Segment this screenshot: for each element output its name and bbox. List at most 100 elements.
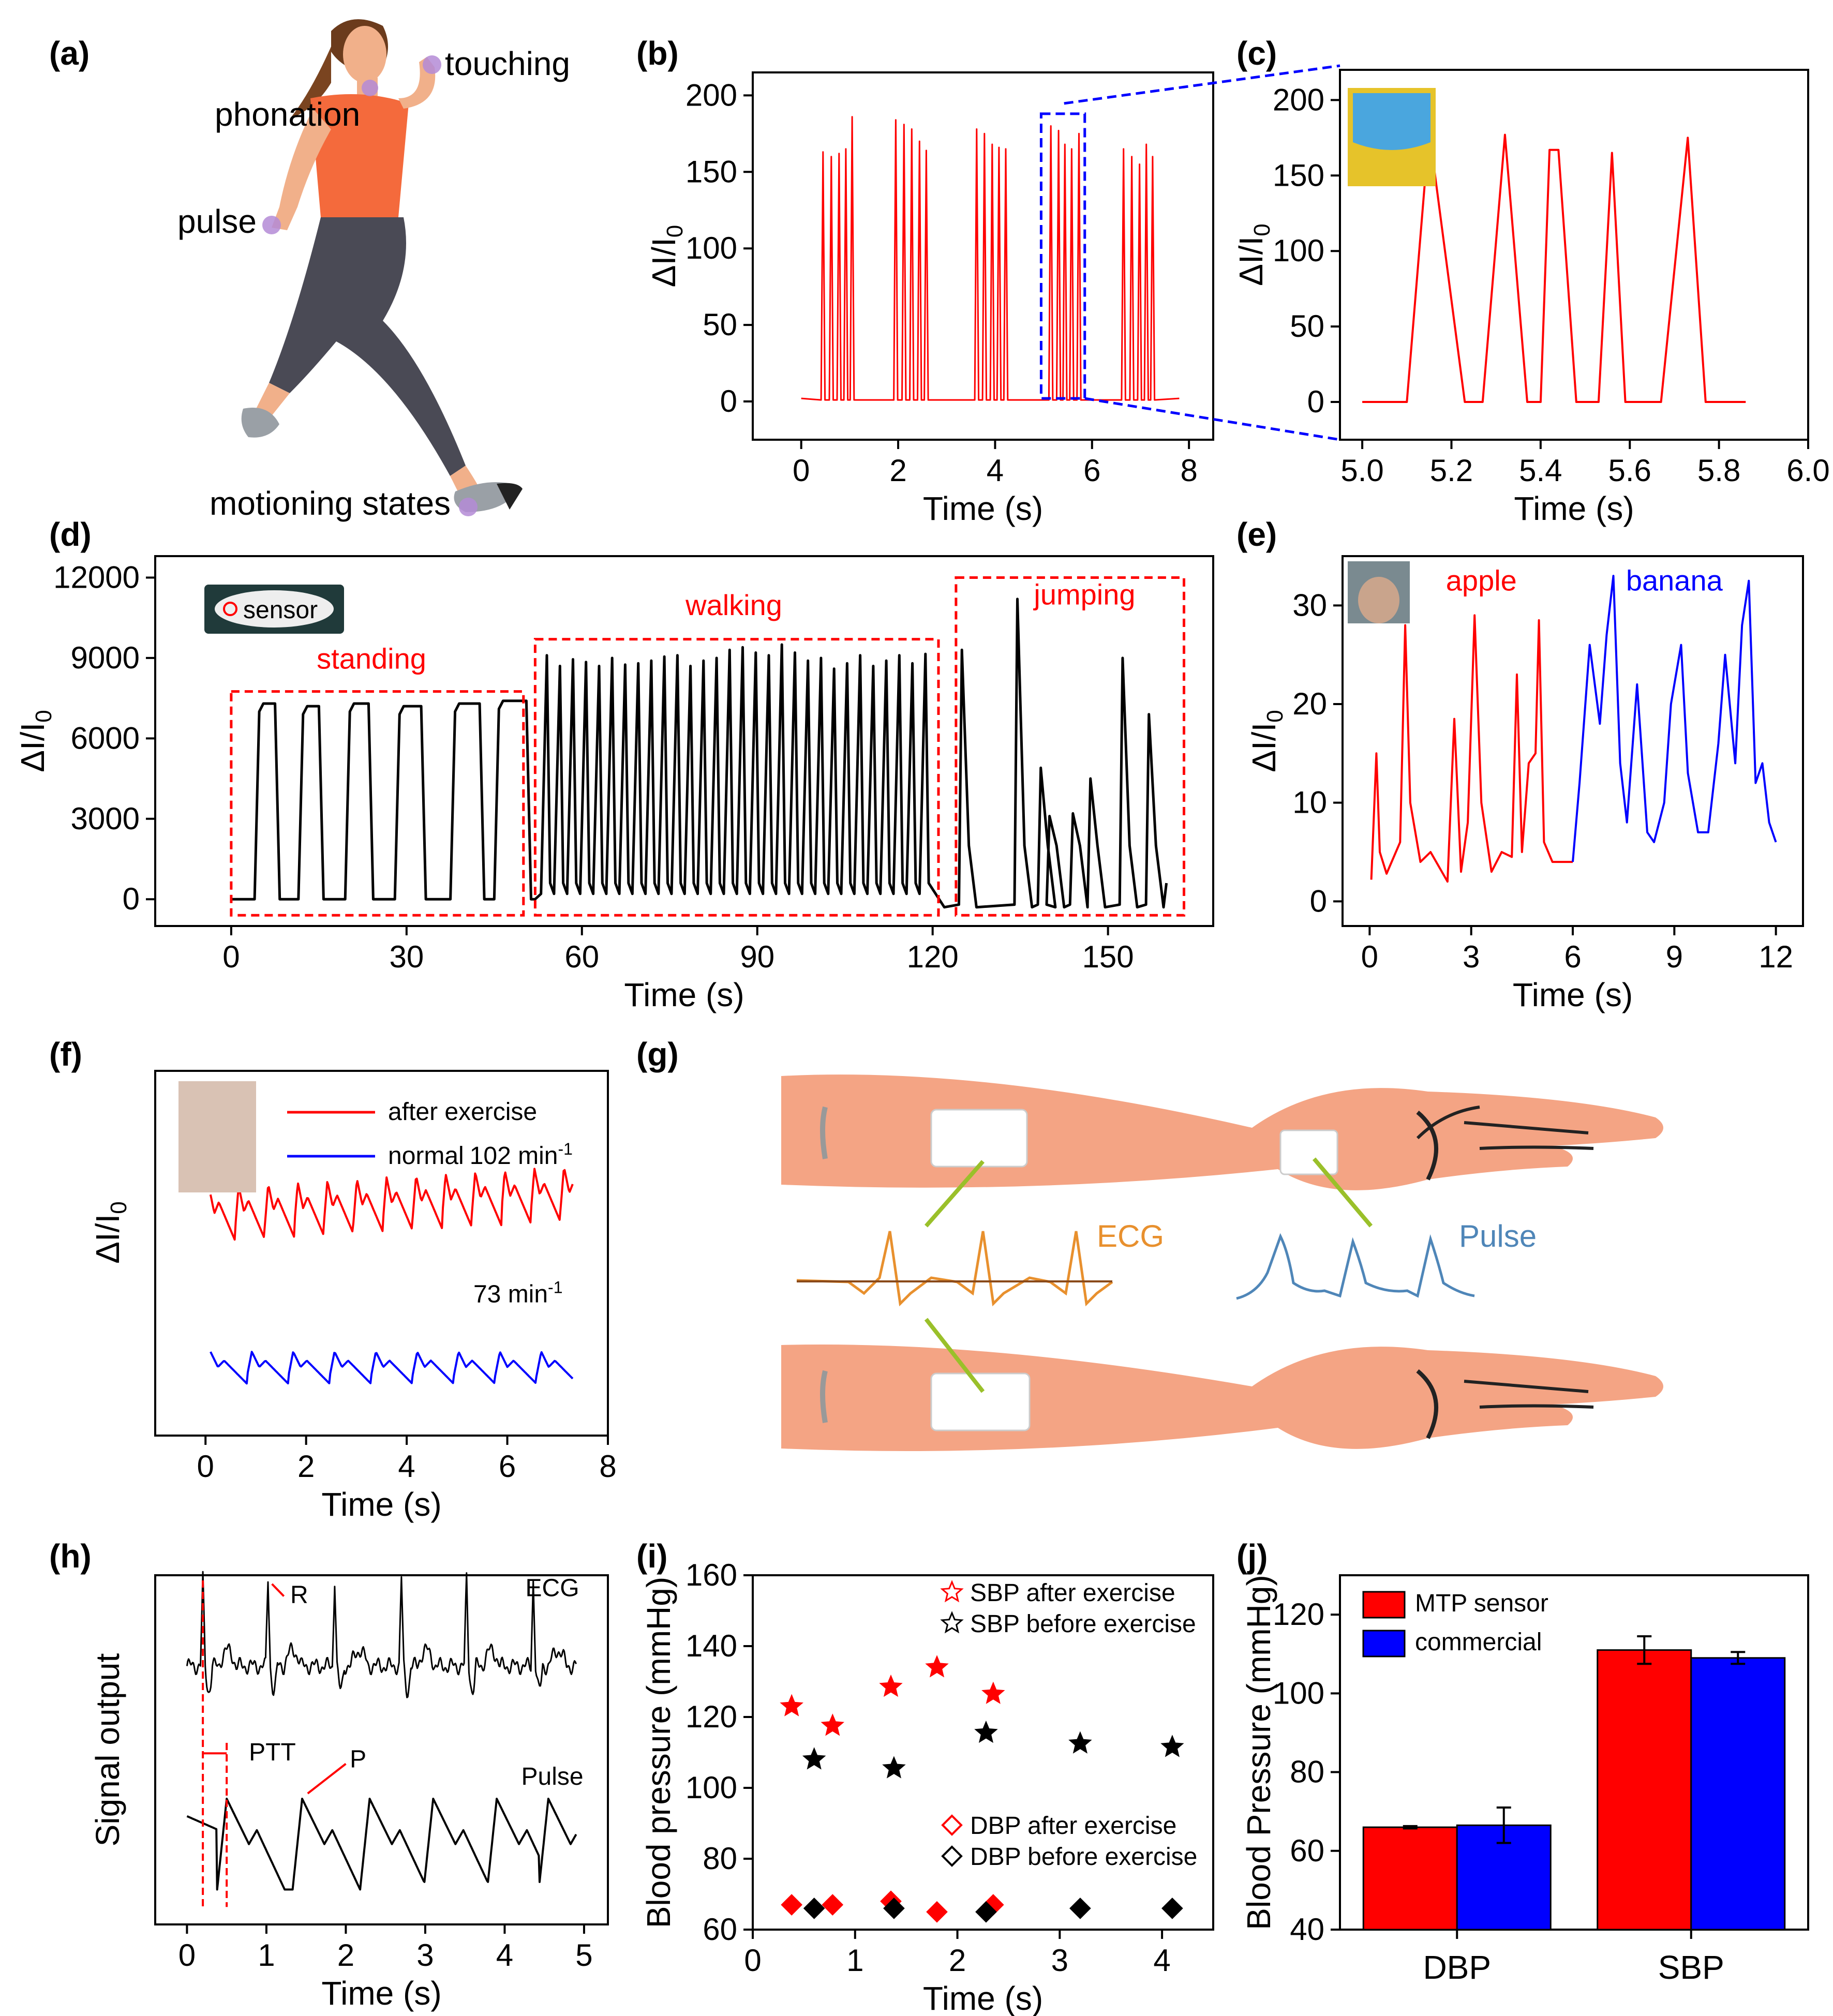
label-walking: walking	[685, 589, 782, 621]
y-tick-label: 50	[1290, 309, 1324, 344]
series-line-banana	[1572, 575, 1777, 862]
y-tick-label: 140	[685, 1629, 737, 1663]
data-point	[1069, 1898, 1091, 1919]
legend-marker	[941, 1814, 963, 1836]
data-point	[882, 1756, 906, 1779]
y-axis-label: ΔI/I0	[14, 710, 56, 772]
x-tick-label: 0	[178, 1938, 196, 1973]
series-line-pulse	[186, 1798, 577, 1891]
plot-frame	[752, 71, 1214, 441]
inset-insole-shape	[215, 590, 334, 628]
x-axis-label: Time (s)	[624, 976, 744, 1013]
y-tick-label: 3000	[71, 801, 140, 836]
y-axis-label: Signal output	[89, 1653, 126, 1846]
x-axis-label: Time (s)	[321, 1486, 441, 1523]
sensor-dot-pulse	[262, 216, 281, 234]
y-tick-label: 80	[1290, 1755, 1324, 1789]
y-tick-label: 40	[1290, 1912, 1324, 1947]
legend-marker	[940, 1611, 964, 1634]
series-line-c	[1362, 129, 1746, 403]
panel-g: (g) ECG Pulse	[636, 1036, 1663, 1451]
y-tick-label: 80	[703, 1841, 737, 1876]
ecg-waveform	[796, 1231, 1113, 1307]
plot-frame	[154, 1574, 609, 1925]
legend-marker	[941, 1845, 963, 1867]
legend-banana: banana	[1626, 564, 1723, 597]
legend-label: after exercise	[388, 1098, 537, 1126]
x-tick-label: 1	[846, 1943, 863, 1978]
label-sensor: sensor	[243, 596, 318, 624]
panel-a: (a) touchin	[49, 19, 570, 522]
series-line-apple	[1370, 614, 1573, 883]
sensor-dot-phonation	[362, 80, 378, 96]
y-tick-label: 50	[703, 307, 737, 342]
chart-d: (d) 0 30 60 90 120 150 Time (s) 0 3000 6000 9000 120…	[14, 516, 1214, 1013]
data-point	[981, 1681, 1005, 1704]
y-axis-label: ΔI/I0	[1245, 710, 1288, 772]
y-tick-label: 150	[685, 154, 737, 189]
chart-h: (h) 0 1 2 3 4 5 Time (s) Signal output ECG Pulse R P…	[49, 1537, 609, 2012]
inset-throat-skin	[1358, 577, 1399, 623]
x-tick-label: 2	[949, 1943, 966, 1978]
arrow-p	[307, 1763, 347, 1795]
panel-letter-c: (c)	[1236, 35, 1277, 72]
series-line-after-exercise	[209, 1168, 574, 1241]
x-tick-label: 12	[1759, 939, 1793, 974]
label-pulse-g: Pulse	[1459, 1219, 1537, 1253]
x-tick-label: 6.0	[1786, 453, 1829, 488]
legend-swatch	[1362, 1591, 1406, 1619]
x-tick-label: 0	[222, 939, 240, 974]
data-point	[883, 1898, 905, 1919]
x-tick-label: 8	[599, 1449, 616, 1484]
x-tick-label: 1	[258, 1938, 275, 1973]
x-tick-label: 150	[1082, 939, 1134, 974]
label-ptt: PTT	[249, 1739, 296, 1766]
x-tick-label: 3	[416, 1938, 434, 1973]
x-tick-label: 2	[889, 453, 906, 488]
y-axis-label: ΔI/I0	[1232, 223, 1275, 286]
inset-photo-wrist	[178, 1081, 256, 1192]
label-phonation: phonation	[215, 96, 360, 133]
x-tick-label: 4	[496, 1938, 513, 1973]
y-tick-label: 30	[1292, 588, 1327, 622]
data-point	[803, 1898, 825, 1919]
sensor-dot-touching	[423, 55, 441, 74]
y-tick-label: 200	[1273, 82, 1324, 117]
panel-letter-e: (e)	[1236, 516, 1277, 553]
x-tick-label: 3	[1463, 939, 1480, 974]
series-line-normal	[210, 1351, 574, 1385]
x-tick-label: 8	[1180, 453, 1197, 488]
x-tick-label: 0	[744, 1943, 761, 1978]
y-tick-label: 12000	[53, 560, 140, 594]
panel-letter-a: (a)	[49, 35, 90, 72]
label-pulse-h: Pulse	[521, 1763, 584, 1790]
plot-frame	[154, 1070, 609, 1437]
y-axis-label: ΔI/I0	[89, 1201, 131, 1264]
data-point	[781, 1894, 802, 1916]
runner-illustration	[241, 19, 523, 516]
ecg-electrode-lower	[930, 1372, 1031, 1431]
legend-label: commercial	[1415, 1629, 1542, 1656]
y-tick-label: 6000	[71, 721, 140, 755]
x-tick-label: 9	[1666, 939, 1683, 974]
x-axis-label: Time (s)	[1514, 490, 1634, 527]
bar	[1362, 1826, 1458, 1931]
x-tick-label: 5.2	[1430, 453, 1473, 488]
x-tick-label: 4	[398, 1449, 415, 1484]
inset-photo-foot	[1353, 93, 1430, 150]
data-point	[975, 1901, 997, 1923]
y-tick-label: 20	[1292, 686, 1327, 721]
data-point	[1161, 1898, 1183, 1919]
x-tick-label: 2	[337, 1938, 354, 1973]
y-tick-label: 0	[720, 384, 737, 419]
y-tick-label: 200	[685, 78, 737, 112]
x-tick-label: 0	[793, 453, 810, 488]
chart-b: (b) 0 2 4 6 8 Time (s) 0 50 100 150 200 ΔI/I0	[636, 35, 1214, 527]
x-tick-label: 6	[1564, 939, 1581, 974]
label-ecg-h: ECG	[526, 1575, 579, 1602]
label-pulse: pulse	[177, 203, 257, 240]
legend-label: DBP before exercise	[970, 1843, 1197, 1871]
panel-letter-f: (f)	[49, 1036, 82, 1073]
box-jumping	[955, 576, 1186, 917]
